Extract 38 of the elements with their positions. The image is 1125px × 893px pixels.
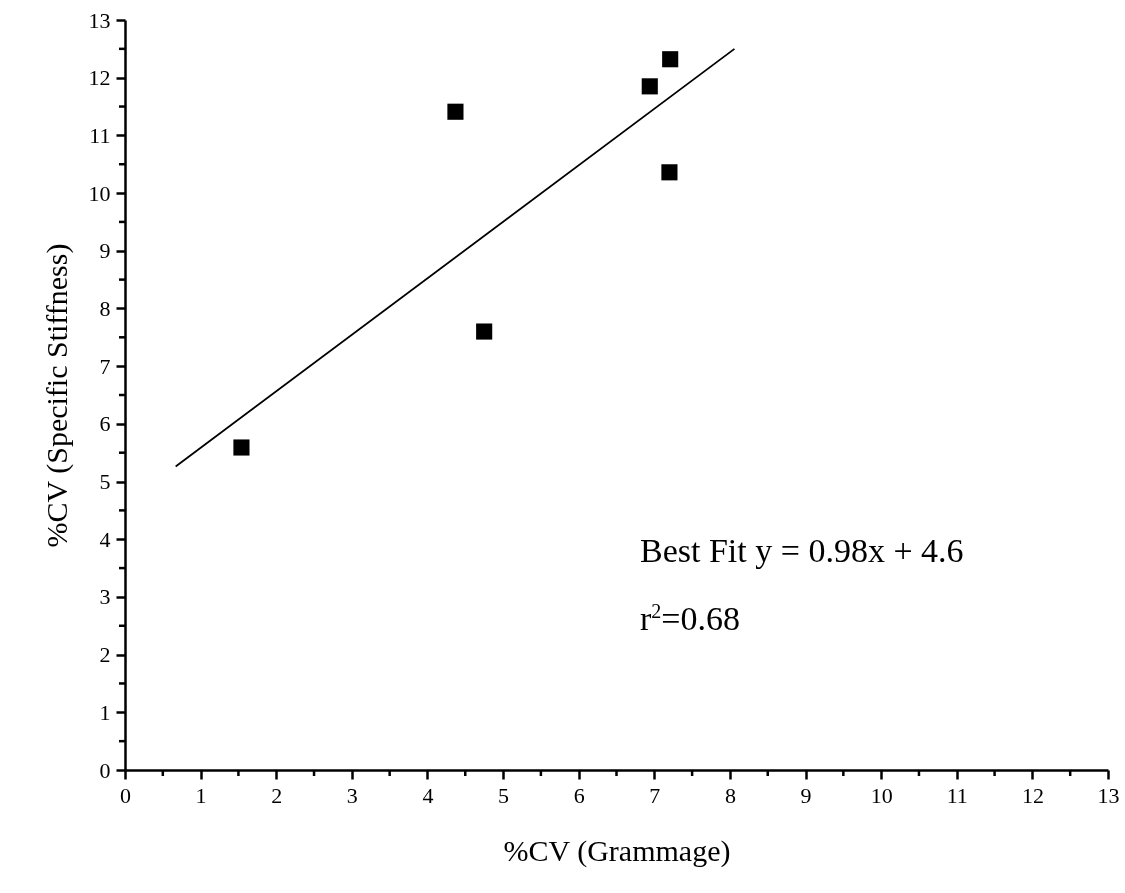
x-tick-label: 2 bbox=[271, 782, 283, 808]
y-tick-label: 1 bbox=[99, 699, 111, 725]
x-tick-label: 13 bbox=[1097, 782, 1120, 808]
y-tick-label: 8 bbox=[99, 295, 111, 321]
x-tick-label: 9 bbox=[800, 782, 812, 808]
x-tick-label: 0 bbox=[120, 782, 131, 808]
y-tick-label: 2 bbox=[99, 642, 111, 668]
y-tick-label: 7 bbox=[99, 353, 111, 379]
y-tick-label: 6 bbox=[99, 411, 111, 437]
x-tick-label: 7 bbox=[649, 782, 661, 808]
point bbox=[641, 78, 658, 95]
point bbox=[447, 103, 464, 120]
x-tick-label: 4 bbox=[422, 782, 434, 808]
y-tick-label: 11 bbox=[89, 122, 111, 148]
x-tick-label: 6 bbox=[573, 782, 585, 808]
y-tick-label: 12 bbox=[88, 65, 111, 91]
x-tick-label: 5 bbox=[498, 782, 510, 808]
x-tick-label: 12 bbox=[1021, 782, 1044, 808]
x-tick-label: 1 bbox=[195, 782, 207, 808]
x-tick-label: 11 bbox=[946, 782, 968, 808]
x-tick-label: 3 bbox=[346, 782, 358, 808]
annotation: r$^{2}$=0.68 bbox=[640, 600, 741, 639]
point bbox=[476, 323, 493, 340]
y-tick-label: 0 bbox=[99, 757, 111, 783]
y-tick-label: 13 bbox=[88, 7, 111, 33]
y-tick-label: 4 bbox=[99, 526, 111, 552]
x-tick-label: 8 bbox=[724, 782, 736, 808]
x-axis-title: %CV (Grammage) bbox=[503, 833, 731, 868]
y-tick-label: 5 bbox=[99, 469, 111, 495]
y-axis-title: %CV (Specific Stiffness) bbox=[39, 243, 74, 548]
y-tick-label: 9 bbox=[99, 238, 111, 264]
y-tick-label: 3 bbox=[99, 584, 111, 610]
point bbox=[662, 51, 679, 68]
point bbox=[661, 164, 678, 181]
point bbox=[233, 439, 250, 456]
x-tick-label: 10 bbox=[870, 782, 893, 808]
annotation: Best Fit y = 0.98x + 4.6 bbox=[640, 532, 964, 570]
y-tick-label: 10 bbox=[88, 180, 111, 206]
